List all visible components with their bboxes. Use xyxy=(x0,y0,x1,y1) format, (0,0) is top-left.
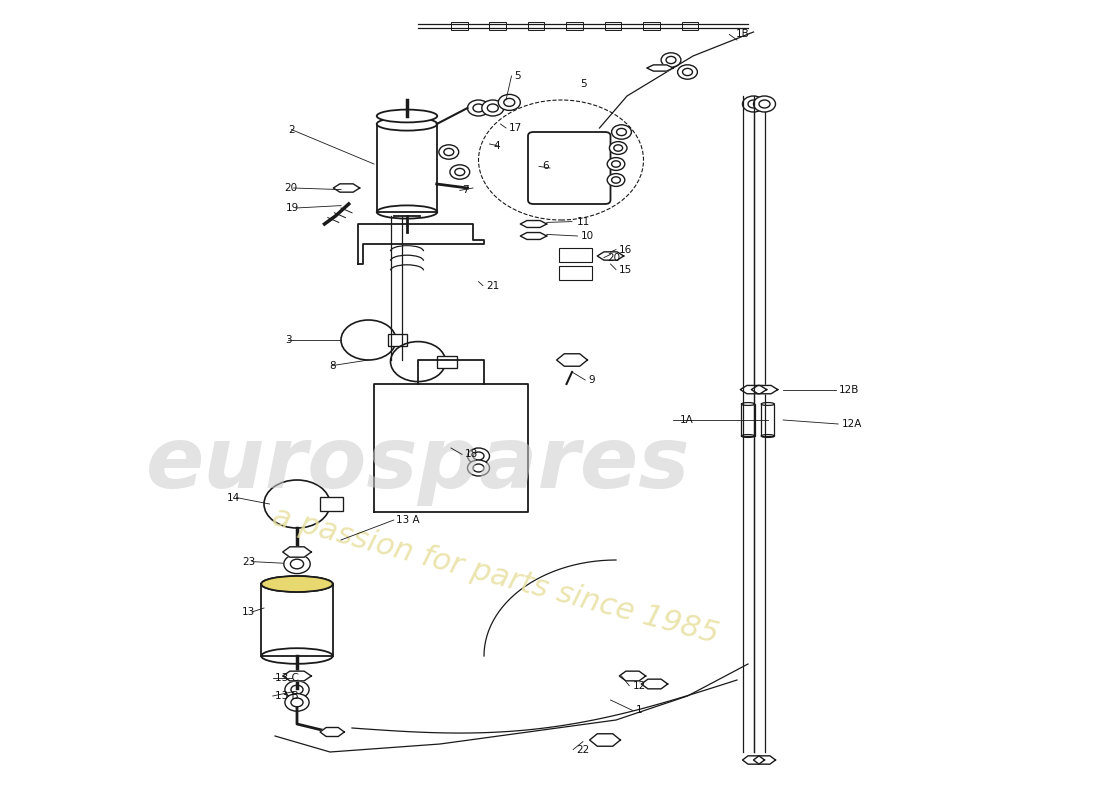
Text: 2: 2 xyxy=(288,125,295,134)
Text: 1: 1 xyxy=(636,706,642,715)
Text: 20: 20 xyxy=(607,253,620,262)
Polygon shape xyxy=(740,386,767,394)
Circle shape xyxy=(439,145,459,159)
Text: 22: 22 xyxy=(576,745,590,754)
Text: 4: 4 xyxy=(494,141,501,150)
Text: 13: 13 xyxy=(242,607,255,617)
Bar xyxy=(528,22,544,30)
Text: 12: 12 xyxy=(632,681,646,690)
Polygon shape xyxy=(647,65,673,71)
Bar xyxy=(559,248,592,262)
Text: 6: 6 xyxy=(542,162,549,171)
Text: 16: 16 xyxy=(619,245,632,254)
Text: 8: 8 xyxy=(329,361,336,370)
Polygon shape xyxy=(742,756,764,764)
Circle shape xyxy=(468,448,490,464)
Circle shape xyxy=(284,554,310,574)
Text: 12A: 12A xyxy=(842,419,862,429)
Polygon shape xyxy=(320,727,344,737)
Polygon shape xyxy=(374,384,528,512)
Circle shape xyxy=(754,96,776,112)
Ellipse shape xyxy=(376,110,438,122)
Circle shape xyxy=(607,158,625,170)
Text: 19: 19 xyxy=(286,203,299,213)
Text: 14: 14 xyxy=(227,493,240,502)
Polygon shape xyxy=(751,386,778,394)
Ellipse shape xyxy=(262,576,332,592)
Text: 12B: 12B xyxy=(839,385,860,394)
Bar xyxy=(644,22,660,30)
Text: 5: 5 xyxy=(580,79,586,89)
Text: 15: 15 xyxy=(619,265,632,274)
Circle shape xyxy=(612,125,631,139)
Text: 21: 21 xyxy=(486,281,499,290)
Circle shape xyxy=(468,100,490,116)
Bar xyxy=(682,22,698,30)
Text: 23: 23 xyxy=(242,557,255,566)
Bar xyxy=(761,404,774,436)
Circle shape xyxy=(450,165,470,179)
Polygon shape xyxy=(619,671,646,681)
Circle shape xyxy=(498,94,520,110)
Polygon shape xyxy=(597,252,624,260)
Bar xyxy=(451,22,468,30)
Text: 20: 20 xyxy=(284,183,297,193)
Bar xyxy=(605,22,621,30)
Polygon shape xyxy=(283,671,311,681)
Bar xyxy=(559,266,592,280)
Ellipse shape xyxy=(262,576,332,592)
Text: 11: 11 xyxy=(576,217,590,226)
Polygon shape xyxy=(333,184,360,192)
Ellipse shape xyxy=(761,402,774,406)
Circle shape xyxy=(678,65,697,79)
Polygon shape xyxy=(590,734,620,746)
Text: 10: 10 xyxy=(581,231,594,241)
Polygon shape xyxy=(283,547,311,557)
Circle shape xyxy=(482,100,504,116)
Polygon shape xyxy=(557,354,587,366)
Ellipse shape xyxy=(741,402,755,406)
Circle shape xyxy=(285,681,309,698)
Text: 17: 17 xyxy=(509,123,522,133)
Bar xyxy=(262,584,332,656)
Circle shape xyxy=(742,96,764,112)
Text: 9: 9 xyxy=(588,375,595,385)
Text: 5: 5 xyxy=(514,71,520,81)
Text: 3: 3 xyxy=(285,335,292,345)
Polygon shape xyxy=(520,233,547,239)
Bar xyxy=(566,22,583,30)
Bar xyxy=(320,497,343,511)
Ellipse shape xyxy=(376,118,438,130)
Polygon shape xyxy=(520,221,547,227)
Polygon shape xyxy=(358,224,484,264)
Circle shape xyxy=(468,460,490,476)
Text: a passion for parts since 1985: a passion for parts since 1985 xyxy=(268,502,722,650)
Text: 18: 18 xyxy=(465,450,478,459)
Text: 13 C: 13 C xyxy=(275,674,299,683)
Bar xyxy=(438,355,456,367)
Text: 1A: 1A xyxy=(680,415,693,425)
Bar xyxy=(388,334,407,346)
Polygon shape xyxy=(754,756,776,764)
Text: 13 A: 13 A xyxy=(396,515,419,525)
Text: 7: 7 xyxy=(462,186,469,195)
FancyBboxPatch shape xyxy=(528,132,611,204)
Text: eurospares: eurospares xyxy=(145,422,691,506)
Text: 1B: 1B xyxy=(736,29,750,38)
Polygon shape xyxy=(641,679,668,689)
Text: 13 B: 13 B xyxy=(275,691,298,701)
Circle shape xyxy=(609,142,627,154)
Circle shape xyxy=(661,53,681,67)
Bar xyxy=(741,404,755,436)
Circle shape xyxy=(285,694,309,711)
Bar xyxy=(490,22,506,30)
Circle shape xyxy=(607,174,625,186)
Bar xyxy=(376,124,437,212)
